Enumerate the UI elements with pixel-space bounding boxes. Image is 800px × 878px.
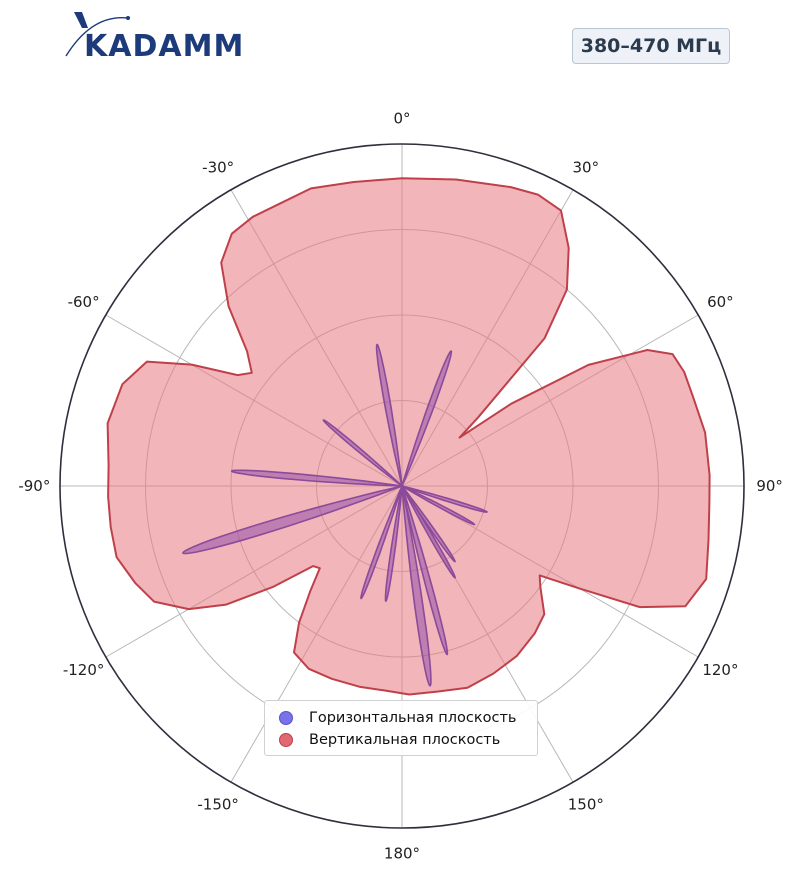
horizontal-lobe xyxy=(401,485,476,526)
horizontal-lobe xyxy=(401,485,456,579)
logo-swoosh xyxy=(65,16,129,57)
horizontal-lobe xyxy=(401,485,449,656)
kadamm-logo: KADAMM xyxy=(65,12,244,64)
horizontal-lobe xyxy=(182,485,403,555)
angle-tick-label: 90° xyxy=(756,477,783,495)
legend-swatch-horizontal xyxy=(279,711,293,725)
horizontal-lobe xyxy=(322,419,403,487)
frequency-label: 380–470 МГц xyxy=(580,35,722,57)
legend-swatch-vertical xyxy=(279,733,293,747)
logo-dot xyxy=(126,16,130,20)
horizontal-lobe xyxy=(230,469,403,487)
horizontal-lobe xyxy=(375,343,403,487)
logo-mark xyxy=(74,12,88,28)
angle-tick-label: 60° xyxy=(707,293,734,311)
horizontal-lobe xyxy=(360,485,403,600)
horizontal-lobe xyxy=(401,350,453,487)
legend-label-horizontal: Горизонтальная плоскость xyxy=(309,710,517,726)
angle-tick-label: 180° xyxy=(384,845,420,863)
legend-item-vertical: Вертикальная плоскость xyxy=(279,729,500,751)
horizontal-lobe xyxy=(384,485,403,602)
polar-outer-ring xyxy=(59,143,745,829)
legend-item-horizontal: Горизонтальная плоскость xyxy=(279,707,516,729)
angle-tick-label: 120° xyxy=(702,661,738,679)
frequency-badge: 380–470 МГц xyxy=(572,28,730,64)
angle-tick-label: -90° xyxy=(18,477,50,495)
horizontal-lobe xyxy=(401,485,488,513)
angle-tick-label: 150° xyxy=(568,795,604,813)
angle-tick-label: -150° xyxy=(197,795,239,813)
chart-legend: Горизонтальная плоскость Вертикальная пл… xyxy=(264,700,538,756)
angle-tick-label: -120° xyxy=(63,661,105,679)
logo-text: KADAMM xyxy=(84,29,244,64)
series-vertical-plane xyxy=(106,177,711,696)
angle-tick-label: -60° xyxy=(68,293,100,311)
angle-tick-label: 0° xyxy=(393,109,410,127)
horizontal-lobe xyxy=(401,485,432,687)
angle-tick-label: 30° xyxy=(573,159,600,177)
angle-tick-label: -30° xyxy=(202,159,234,177)
legend-label-vertical: Вертикальная плоскость xyxy=(309,732,501,748)
